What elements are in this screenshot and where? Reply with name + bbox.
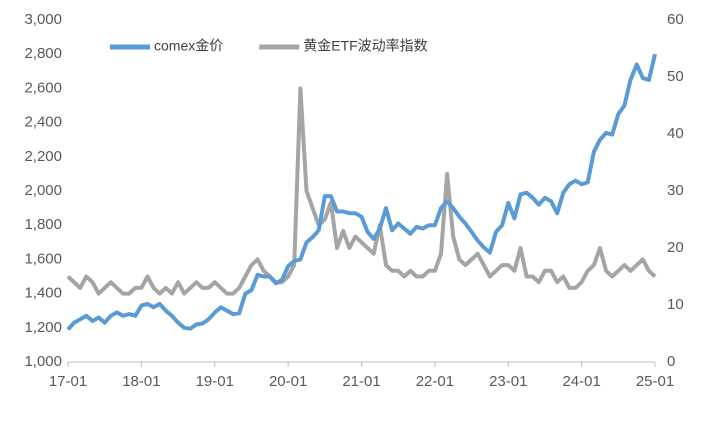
y-tick-label: 2,200 [24,148,62,165]
legend-label: comex金价 [154,38,223,54]
y-tick-label: 3,000 [24,11,62,28]
x-tick-label: 20-01 [269,373,307,390]
y-tick-label: 2,800 [24,45,62,62]
y-tick-label: 1,000 [24,353,62,370]
series-line [66,53,657,331]
y-tick-label: 2,600 [24,79,62,96]
y-tick-label: 2,400 [24,114,62,131]
x-tick-label: 18-01 [122,373,160,390]
x-tick-label: 22-01 [416,373,454,390]
y2-tick-label: 20 [667,239,684,256]
y2-tick-label: 0 [667,353,675,370]
y-tick-label: 1,200 [24,319,62,336]
series-line [66,86,657,296]
legend-label: 黄金ETF波动率指数 [303,38,427,54]
x-tick-label: 17-01 [49,373,87,390]
y2-tick-label: 10 [667,296,684,313]
y2-tick-label: 40 [667,125,684,142]
x-tick-label: 24-01 [562,373,600,390]
y2-tick-label: 50 [667,68,684,85]
y2-tick-label: 30 [667,182,684,199]
y-tick-label: 2,000 [24,182,62,199]
y-tick-label: 1,400 [24,285,62,302]
x-tick-label: 21-01 [342,373,380,390]
x-tick-label: 25-01 [636,373,674,390]
y-tick-label: 1,800 [24,216,62,233]
y-tick-label: 1,600 [24,250,62,267]
y2-tick-label: 60 [667,11,684,28]
x-tick-label: 19-01 [196,373,234,390]
x-tick-label: 23-01 [489,373,527,390]
